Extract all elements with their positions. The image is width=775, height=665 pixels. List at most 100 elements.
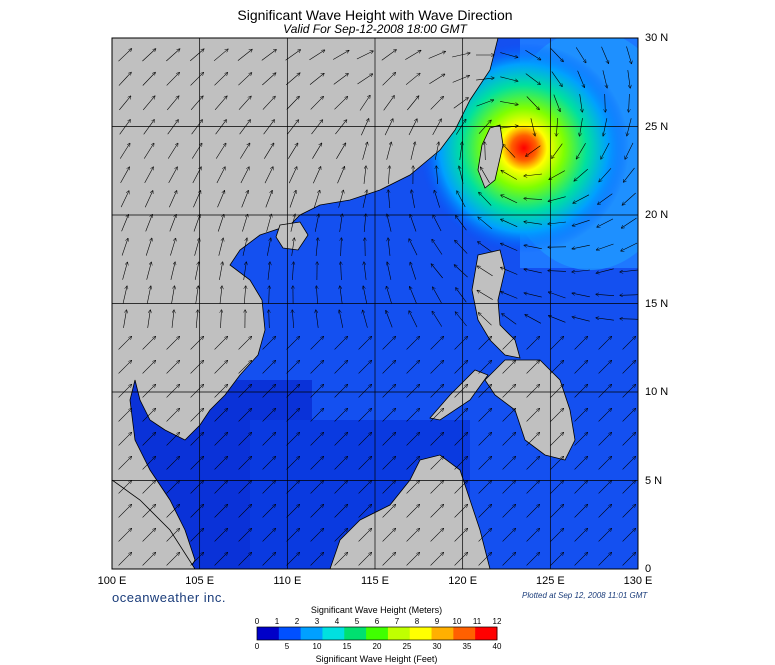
direction-arrow bbox=[430, 361, 444, 374]
direction-arrow bbox=[598, 553, 612, 566]
direction-arrow bbox=[239, 120, 251, 135]
direction-arrow bbox=[603, 118, 608, 136]
direction-arrow bbox=[169, 191, 176, 208]
direction-arrow bbox=[358, 385, 372, 398]
direction-arrow bbox=[190, 457, 204, 470]
direction-arrow bbox=[382, 361, 396, 374]
direction-arrow bbox=[410, 287, 417, 304]
direction-arrow bbox=[221, 310, 222, 329]
direction-arrow bbox=[577, 70, 585, 88]
direction-arrow bbox=[479, 192, 492, 206]
direction-arrow bbox=[602, 70, 607, 87]
direction-arrow bbox=[622, 553, 636, 566]
direction-arrow bbox=[459, 142, 462, 160]
direction-arrow bbox=[406, 385, 420, 398]
direction-arrow bbox=[358, 481, 372, 494]
direction-arrow bbox=[238, 385, 252, 398]
direction-arrow bbox=[190, 385, 204, 398]
direction-arrow bbox=[146, 262, 152, 280]
direction-arrow bbox=[190, 433, 204, 446]
direction-arrow bbox=[478, 337, 492, 350]
direction-arrow bbox=[312, 143, 321, 159]
direction-arrow bbox=[453, 98, 468, 109]
direction-arrow bbox=[597, 218, 614, 227]
direction-arrow bbox=[142, 96, 155, 111]
direction-arrow bbox=[524, 198, 543, 199]
colorbar-swatch bbox=[366, 627, 389, 640]
direction-arrow bbox=[624, 167, 635, 182]
colorbar-tick-meters: 3 bbox=[314, 617, 320, 626]
direction-arrow bbox=[194, 262, 199, 280]
direction-arrow bbox=[142, 505, 156, 518]
direction-arrow bbox=[167, 143, 178, 159]
direction-arrow bbox=[382, 457, 396, 470]
direction-arrow bbox=[574, 481, 588, 494]
direction-arrow bbox=[526, 409, 540, 422]
direction-arrow bbox=[406, 481, 420, 494]
direction-arrow bbox=[310, 409, 324, 422]
direction-arrow bbox=[526, 553, 540, 566]
direction-arrow bbox=[292, 310, 293, 329]
direction-arrow bbox=[596, 268, 614, 273]
direction-arrow bbox=[316, 286, 317, 305]
direction-arrow bbox=[262, 481, 276, 494]
longitude-label: 115 E bbox=[361, 575, 389, 587]
direction-arrow bbox=[362, 190, 367, 208]
direction-arrow bbox=[550, 361, 564, 374]
direction-arrow bbox=[526, 145, 541, 156]
direction-arrow bbox=[262, 361, 276, 374]
direction-arrow bbox=[190, 49, 204, 62]
direction-arrow bbox=[574, 505, 588, 518]
direction-arrow bbox=[334, 337, 348, 350]
direction-arrow bbox=[166, 481, 180, 494]
direction-arrow bbox=[286, 553, 300, 566]
direction-arrow bbox=[335, 120, 346, 135]
direction-arrow bbox=[316, 310, 319, 328]
direction-arrow bbox=[166, 337, 180, 350]
direction-arrow bbox=[502, 337, 516, 350]
direction-arrow bbox=[407, 96, 418, 111]
direction-arrow bbox=[118, 433, 132, 446]
direction-arrow bbox=[166, 73, 180, 86]
longitude-label: 130 E bbox=[623, 575, 653, 587]
direction-arrow bbox=[286, 385, 300, 398]
colorbar-swatch bbox=[322, 627, 345, 640]
direction-arrow bbox=[262, 409, 276, 422]
colorbar-tick-meters: 8 bbox=[414, 617, 420, 626]
direction-arrow bbox=[524, 222, 542, 225]
direction-arrow bbox=[457, 191, 466, 208]
direction-arrow bbox=[501, 268, 518, 275]
direction-arrow bbox=[334, 553, 348, 566]
direction-arrow bbox=[525, 49, 540, 60]
direction-arrow bbox=[406, 337, 420, 350]
direction-arrow bbox=[629, 93, 630, 112]
direction-arrow bbox=[244, 286, 245, 305]
direction-arrow bbox=[433, 287, 442, 304]
direction-arrow bbox=[310, 433, 324, 446]
longitude-label: 110 E bbox=[273, 575, 302, 587]
direction-arrow bbox=[454, 505, 468, 518]
direction-arrow bbox=[502, 457, 516, 470]
direction-arrow bbox=[310, 505, 324, 518]
direction-arrow bbox=[526, 337, 540, 350]
direction-arrow bbox=[456, 216, 467, 231]
lat-lon-graticule bbox=[112, 38, 638, 569]
direction-arrow bbox=[549, 292, 566, 299]
direction-arrow bbox=[548, 271, 567, 272]
direction-arrow bbox=[572, 293, 590, 298]
direction-arrow bbox=[382, 337, 396, 350]
direction-arrow bbox=[481, 167, 490, 183]
direction-arrow bbox=[598, 385, 612, 398]
direction-arrow bbox=[240, 143, 249, 159]
colorbar-tick-meters: 10 bbox=[452, 617, 462, 626]
direction-arrow bbox=[382, 409, 396, 422]
direction-arrow bbox=[575, 47, 586, 62]
direction-arrow bbox=[452, 76, 470, 83]
direction-arrow bbox=[214, 553, 228, 566]
direction-arrow bbox=[118, 361, 132, 374]
direction-arrow bbox=[526, 457, 540, 470]
direction-arrow bbox=[269, 310, 270, 329]
direction-arrow bbox=[191, 143, 202, 159]
direction-arrow bbox=[171, 310, 174, 328]
